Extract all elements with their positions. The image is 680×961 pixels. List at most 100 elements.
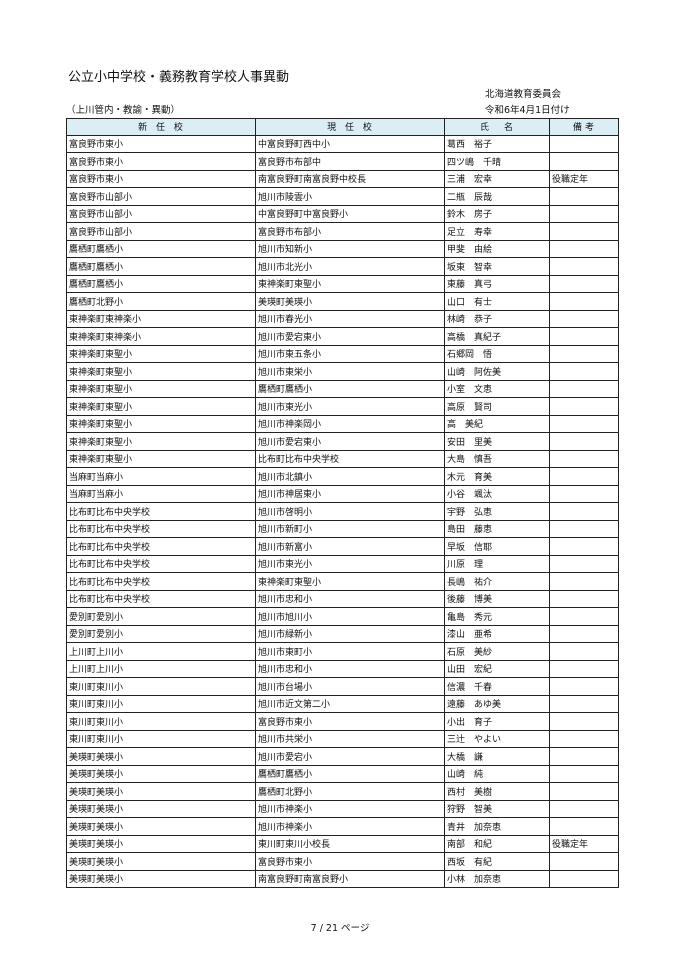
cell-current-school: 中富良野町西中小 bbox=[255, 134, 445, 153]
table-row: 美瑛町美瑛小 鷹栖町北野小 西村 美樹 bbox=[66, 782, 619, 801]
cell-new-school: 鷹栖町鷹栖小 bbox=[66, 239, 256, 258]
cell-new-school: 東川町東川小 bbox=[66, 694, 256, 713]
cell-remarks bbox=[549, 204, 619, 223]
cell-name: 漆山 亜希 bbox=[444, 624, 550, 643]
cell-remarks bbox=[549, 817, 619, 836]
cell-remarks bbox=[549, 799, 619, 818]
cell-name: 石郷岡 悟 bbox=[444, 344, 550, 363]
cell-remarks bbox=[549, 519, 619, 538]
cell-name: 信濃 千春 bbox=[444, 677, 550, 696]
cell-name: 安田 里美 bbox=[444, 432, 550, 451]
cell-new-school: 鷹栖町鷹栖小 bbox=[66, 274, 256, 293]
table-row: 美瑛町美瑛小 富良野市東小 西坂 有紀 bbox=[66, 852, 619, 871]
cell-new-school: 美瑛町美瑛小 bbox=[66, 782, 256, 801]
cell-current-school: 鷹栖町鷹栖小 bbox=[255, 379, 445, 398]
cell-current-school: 富良野市布部中 bbox=[255, 152, 445, 171]
cell-current-school: 旭川市東栄小 bbox=[255, 362, 445, 381]
effective-date: 令和6年4月1日付け bbox=[485, 105, 570, 116]
cell-current-school: 旭川市忠和小 bbox=[255, 589, 445, 608]
cell-current-school: 旭川市緑新小 bbox=[255, 624, 445, 643]
cell-current-school: 南富良野町南富良野小 bbox=[255, 869, 445, 888]
cell-new-school: 東神楽町東聖小 bbox=[66, 414, 256, 433]
cell-remarks bbox=[549, 747, 619, 766]
cell-new-school: 美瑛町美瑛小 bbox=[66, 747, 256, 766]
table-row: 東神楽町東聖小 旭川市東光小 高原 賢司 bbox=[66, 397, 619, 416]
cell-current-school: 東川町東川小校長 bbox=[255, 834, 445, 853]
table-row: 東神楽町東聖小 旭川市東栄小 山崎 阿佐美 bbox=[66, 362, 619, 381]
cell-remarks bbox=[549, 589, 619, 608]
cell-remarks bbox=[549, 239, 619, 258]
cell-name: 二瓶 辰哉 bbox=[444, 187, 550, 206]
cell-new-school: 東神楽町東聖小 bbox=[66, 432, 256, 451]
cell-new-school: 美瑛町美瑛小 bbox=[66, 852, 256, 871]
cell-remarks bbox=[549, 379, 619, 398]
cell-new-school: 上川町上川小 bbox=[66, 642, 256, 661]
cell-new-school: 当麻町当麻小 bbox=[66, 467, 256, 486]
cell-name: 木元 育美 bbox=[444, 467, 550, 486]
cell-remarks bbox=[549, 309, 619, 328]
cell-name: 狩野 智美 bbox=[444, 799, 550, 818]
cell-current-school: 旭川市神楽岡小 bbox=[255, 414, 445, 433]
cell-new-school: 美瑛町美瑛小 bbox=[66, 834, 256, 853]
cell-new-school: 比布町比布中央学校 bbox=[66, 589, 256, 608]
table-row: 美瑛町美瑛小 南富良野町南富良野小 小林 加奈恵 bbox=[66, 869, 619, 888]
cell-remarks bbox=[549, 292, 619, 311]
cell-new-school: 東神楽町東聖小 bbox=[66, 344, 256, 363]
cell-name: 三浦 宏幸 bbox=[444, 169, 550, 188]
cell-remarks bbox=[549, 432, 619, 451]
cell-remarks: 役職定年 bbox=[549, 834, 619, 853]
issuer: 北海道教育委員会 bbox=[485, 89, 562, 100]
cell-current-school: 旭川市愛宕東小 bbox=[255, 432, 445, 451]
table-row: 鷹栖町鷹栖小 旭川市北光小 坂東 智幸 bbox=[66, 257, 619, 276]
cell-new-school: 東神楽町東神楽小 bbox=[66, 327, 256, 346]
cell-new-school: 東神楽町東聖小 bbox=[66, 397, 256, 416]
cell-new-school: 富良野市東小 bbox=[66, 152, 256, 171]
cell-current-school: 旭川市春光小 bbox=[255, 309, 445, 328]
cell-remarks bbox=[549, 624, 619, 643]
cell-name: 東藤 真弓 bbox=[444, 274, 550, 293]
cell-current-school: 旭川市東光小 bbox=[255, 554, 445, 573]
cell-name: 山田 宏紀 bbox=[444, 659, 550, 678]
table-row: 東神楽町東聖小 旭川市東五条小 石郷岡 悟 bbox=[66, 344, 619, 363]
cell-current-school: 旭川市神楽小 bbox=[255, 799, 445, 818]
table-row: 東川町東川小 旭川市台場小 信濃 千春 bbox=[66, 677, 619, 696]
cell-remarks bbox=[549, 449, 619, 468]
cell-current-school: 東神楽町東聖小 bbox=[255, 572, 445, 591]
cell-name: 小室 文恵 bbox=[444, 379, 550, 398]
cell-name: 長嶋 祐介 bbox=[444, 572, 550, 591]
cell-current-school: 中富良野町中富良野小 bbox=[255, 204, 445, 223]
table-row: 比布町比布中央学校 旭川市新町小 島田 藤恵 bbox=[66, 519, 619, 538]
cell-new-school: 比布町比布中央学校 bbox=[66, 502, 256, 521]
cell-name: 早坂 信耶 bbox=[444, 537, 550, 556]
cell-name: 島田 藤恵 bbox=[444, 519, 550, 538]
cell-remarks bbox=[549, 344, 619, 363]
table-row: 東神楽町東神楽小 旭川市春光小 林崎 恭子 bbox=[66, 309, 619, 328]
header-new-school: 新 任 校 bbox=[66, 118, 256, 136]
cell-new-school: 東川町東川小 bbox=[66, 677, 256, 696]
table-row: 愛別町愛別小 旭川市緑新小 漆山 亜希 bbox=[66, 624, 619, 643]
table-row: 上川町上川小 旭川市忠和小 山田 宏紀 bbox=[66, 659, 619, 678]
table-row: 東神楽町東聖小 旭川市神楽岡小高 美紀 bbox=[66, 414, 619, 433]
cell-current-school: 旭川市新富小 bbox=[255, 537, 445, 556]
cell-name: 坂東 智幸 bbox=[444, 257, 550, 276]
cell-new-school: 富良野市東小 bbox=[66, 134, 256, 153]
table-row: 富良野市山部小 中富良野町中富良野小 鈴木 房子 bbox=[66, 204, 619, 223]
cell-new-school: 東神楽町東聖小 bbox=[66, 449, 256, 468]
scope-label: （上川管内・教諭・異動） bbox=[66, 105, 181, 116]
table-row: 富良野市東小 富良野市布部中 四ツ嶋 千晴 bbox=[66, 152, 619, 171]
table-row: 富良野市東小 南富良野町南富良野中校長 三浦 宏幸 役職定年 bbox=[66, 169, 619, 188]
table-header-row: 新 任 校 現 任 校 氏 名 備考 bbox=[66, 118, 619, 136]
cell-remarks bbox=[549, 362, 619, 381]
cell-name: 葛西 裕子 bbox=[444, 134, 550, 153]
cell-remarks bbox=[549, 222, 619, 241]
cell-new-school: 上川町上川小 bbox=[66, 659, 256, 678]
table-row: 鷹栖町鷹栖小 東神楽町東聖小 東藤 真弓 bbox=[66, 274, 619, 293]
cell-remarks bbox=[549, 712, 619, 731]
table-row: 鷹栖町鷹栖小 旭川市知新小 甲斐 由絵 bbox=[66, 239, 619, 258]
cell-new-school: 比布町比布中央学校 bbox=[66, 572, 256, 591]
cell-new-school: 富良野市東小 bbox=[66, 169, 256, 188]
header-remarks: 備考 bbox=[549, 118, 619, 136]
cell-remarks bbox=[549, 764, 619, 783]
table-row: 美瑛町美瑛小 東川町東川小校長 南部 和紀 役職定年 bbox=[66, 834, 619, 853]
cell-current-school: 旭川市台場小 bbox=[255, 677, 445, 696]
